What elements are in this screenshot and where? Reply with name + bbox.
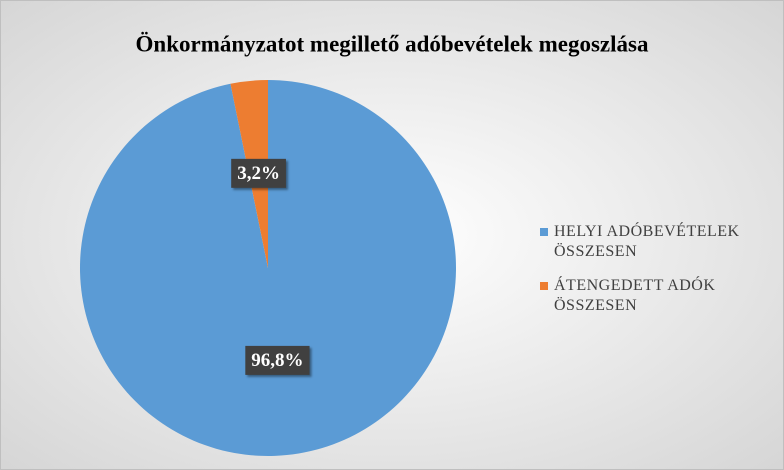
data-label: 3,2% (237, 163, 280, 184)
legend-swatch (540, 282, 548, 290)
chart-title: Önkormányzatot megillető adóbevételek me… (136, 31, 649, 56)
legend-swatch (540, 228, 548, 236)
legend-label: ÁTENGEDETT ADÓK ÖSSZESEN (554, 277, 716, 314)
data-label-box (245, 345, 310, 375)
data-label-group: 3,2% (231, 158, 286, 188)
legend-item: ÁTENGEDETT ADÓK ÖSSZESEN (540, 276, 760, 316)
legend-item: HELYI ADÓBEVÉTELEK ÖSSZESEN (540, 222, 760, 262)
data-label-group: 96,8% (245, 345, 310, 375)
data-label: 96,8% (251, 350, 303, 371)
legend-label: HELYI ADÓBEVÉTELEK ÖSSZESEN (554, 223, 740, 260)
data-label-box (231, 158, 286, 188)
legend: HELYI ADÓBEVÉTELEK ÖSSZESEN ÁTENGEDETT AD… (540, 222, 760, 330)
